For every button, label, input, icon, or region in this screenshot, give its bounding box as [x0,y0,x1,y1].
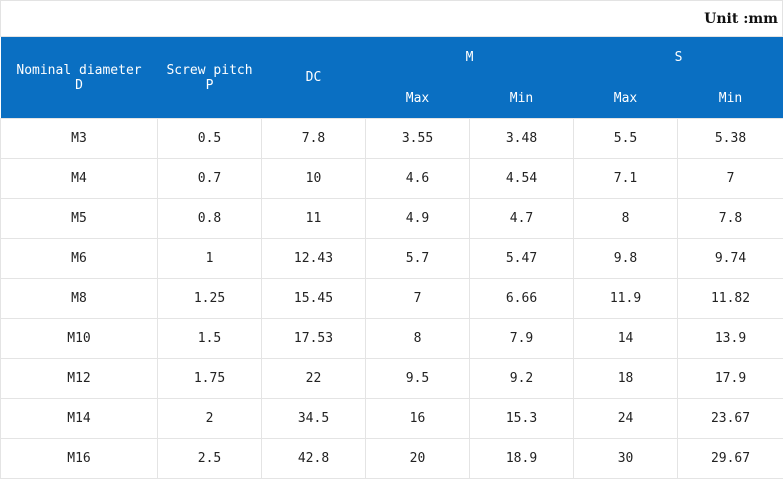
cell-dc: 42.8 [261,438,366,479]
table-row: M3 0.5 7.8 3.55 3.48 5.5 5.38 [0,118,783,159]
cell-pitch: 0.5 [157,118,262,159]
cell-nominal: M10 [0,318,158,359]
cell-pitch: 0.7 [157,158,262,199]
header-m-max: Max [365,78,470,119]
cell-m-max: 16 [365,398,470,439]
table-header: Nominal diameter D Screw pitch P DC M S … [0,37,783,119]
cell-m-min: 4.54 [468,158,575,199]
cell-m-min: 9.2 [468,358,575,399]
cell-dc: 12.43 [261,238,366,279]
cell-s-min: 7.8 [677,198,783,239]
header-pitch-line2: P [205,77,214,93]
cell-s-min: 7 [677,158,783,199]
table-row: M16 2.5 42.8 20 18.9 30 29.67 [0,438,783,479]
cell-m-max: 8 [365,318,470,359]
cell-nominal: M5 [0,198,158,239]
cell-m-max: 9.5 [365,358,470,399]
table-row: M12 1.75 22 9.5 9.2 18 17.9 [0,358,783,399]
cell-s-min: 11.82 [677,278,783,319]
cell-pitch: 0.8 [157,198,262,239]
cell-dc: 15.45 [261,278,366,319]
cell-m-min: 18.9 [468,438,575,479]
cell-pitch: 1.25 [157,278,262,319]
unit-row: Unit :mm [0,0,783,37]
table-row: M8 1.25 15.45 7 6.66 11.9 11.82 [0,278,783,319]
cell-s-max: 5.5 [573,118,679,159]
cell-pitch: 1 [157,238,262,279]
cell-m-min: 4.7 [468,198,575,239]
cell-pitch: 2 [157,398,262,439]
table-row: M14 2 34.5 16 15.3 24 23.67 [0,398,783,439]
cell-dc: 11 [261,198,366,239]
cell-s-max: 8 [573,198,679,239]
header-m-min: Min [469,78,574,119]
cell-s-max: 18 [573,358,679,399]
cell-nominal: M3 [0,118,158,159]
cell-dc: 34.5 [261,398,366,439]
cell-s-min: 23.67 [677,398,783,439]
cell-m-min: 6.66 [468,278,575,319]
header-nominal-line2: D [75,77,83,93]
cell-s-min: 5.38 [677,118,783,159]
cell-nominal: M6 [0,238,158,279]
cell-m-max: 4.6 [365,158,470,199]
header-s-min: Min [677,78,783,119]
table-body: M3 0.5 7.8 3.55 3.48 5.5 5.38 M4 0.7 10 … [0,118,783,479]
table-row: M10 1.5 17.53 8 7.9 14 13.9 [0,318,783,359]
table-row: M6 1 12.43 5.7 5.47 9.8 9.74 [0,238,783,279]
cell-s-min: 9.74 [677,238,783,279]
cell-s-max: 14 [573,318,679,359]
cell-dc: 10 [261,158,366,199]
header-nominal-line1: Nominal diameter [16,62,142,78]
cell-s-max: 9.8 [573,238,679,279]
cell-nominal: M8 [0,278,158,319]
cell-s-min: 13.9 [677,318,783,359]
cell-pitch: 1.5 [157,318,262,359]
cell-nominal: M16 [0,438,158,479]
cell-m-max: 20 [365,438,470,479]
cell-dc: 22 [261,358,366,399]
cell-s-max: 7.1 [573,158,679,199]
cell-m-min: 5.47 [468,238,575,279]
cell-m-min: 7.9 [468,318,575,359]
cell-pitch: 1.75 [157,358,262,399]
spec-table: Nominal diameter D Screw pitch P DC M S … [0,37,783,479]
header-m: M [365,37,574,78]
cell-m-max: 7 [365,278,470,319]
header-s: S [573,37,783,78]
header-dc: DC [261,37,366,119]
cell-dc: 7.8 [261,118,366,159]
cell-nominal: M14 [0,398,158,439]
unit-label: Unit :mm [704,11,778,27]
header-s-max: Max [573,78,678,119]
cell-pitch: 2.5 [157,438,262,479]
cell-m-min: 15.3 [468,398,575,439]
header-nominal-diameter: Nominal diameter D [0,37,158,119]
table-row: M4 0.7 10 4.6 4.54 7.1 7 [0,158,783,199]
cell-nominal: M12 [0,358,158,399]
header-pitch-line1: Screw pitch [166,62,253,78]
cell-m-max: 5.7 [365,238,470,279]
cell-m-min: 3.48 [468,118,575,159]
cell-s-max: 11.9 [573,278,679,319]
cell-nominal: M4 [0,158,158,199]
cell-m-max: 4.9 [365,198,470,239]
cell-m-max: 3.55 [365,118,470,159]
cell-dc: 17.53 [261,318,366,359]
cell-s-max: 24 [573,398,679,439]
cell-s-min: 29.67 [677,438,783,479]
cell-s-max: 30 [573,438,679,479]
header-screw-pitch: Screw pitch P [157,37,262,119]
cell-s-min: 17.9 [677,358,783,399]
table-row: M5 0.8 11 4.9 4.7 8 7.8 [0,198,783,239]
